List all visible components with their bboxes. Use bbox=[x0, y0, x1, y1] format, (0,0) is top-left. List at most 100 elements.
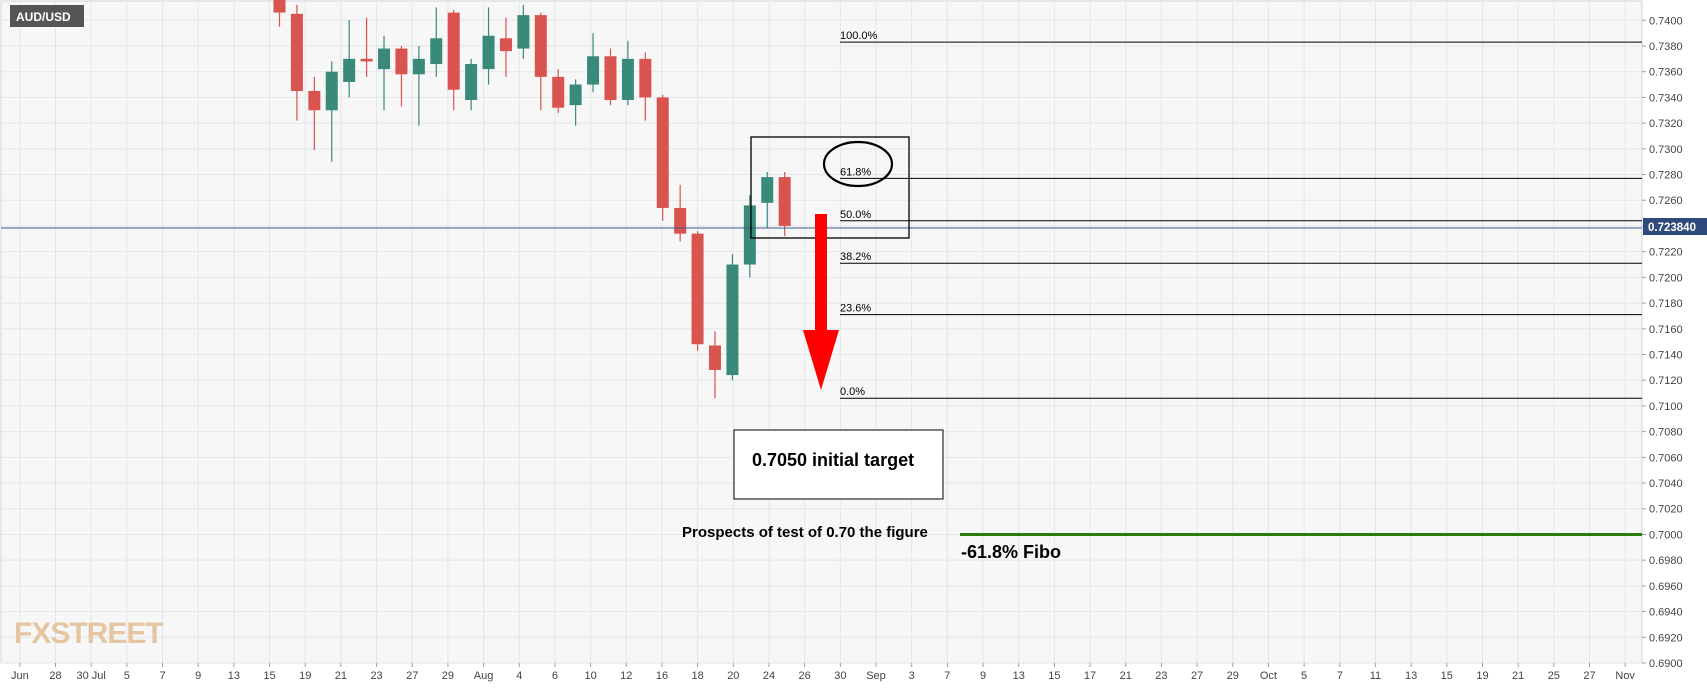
x-tick-label: 27 bbox=[1191, 670, 1203, 682]
candle-body bbox=[343, 58, 356, 82]
x-tick-label: 7 bbox=[159, 670, 165, 682]
x-tick-label: 5 bbox=[124, 670, 130, 682]
candle-body bbox=[499, 38, 512, 52]
x-tick-label: 29 bbox=[442, 670, 454, 682]
fibonacci-levels: 100.0% 61.8% 50.0% 38.2% 23.6% 0.0% bbox=[840, 30, 1642, 399]
x-tick-label: 17 bbox=[1084, 670, 1096, 682]
x-tick-label: 13 bbox=[1013, 670, 1025, 682]
x-tick-label: 13 bbox=[1405, 670, 1417, 682]
x-tick-label: Jun bbox=[11, 670, 29, 682]
x-tick-label: 28 bbox=[49, 670, 61, 682]
fibo-61-8-circle bbox=[822, 140, 894, 188]
y-tick-label: 0.7300 bbox=[1649, 144, 1683, 156]
x-tick-label: 10 bbox=[584, 670, 596, 682]
x-tick-label: 24 bbox=[763, 670, 775, 682]
x-tick-label: 16 bbox=[656, 670, 668, 682]
x-tick-label: 19 bbox=[1476, 670, 1488, 682]
x-tick-label: 7 bbox=[944, 670, 950, 682]
x-tick-label: 25 bbox=[1548, 670, 1560, 682]
candle-body bbox=[308, 90, 321, 111]
y-tick-label: 0.6900 bbox=[1649, 658, 1683, 670]
x-tick-label: Aug bbox=[474, 670, 494, 682]
candle-body bbox=[325, 71, 338, 111]
time-axis: Jun 28 30 Jul 5 7 9 13 15 19 21 23 27 29 Aug 4 6 10 12 16 1… bbox=[11, 663, 1635, 682]
x-tick-label: 13 bbox=[228, 670, 240, 682]
candle-body bbox=[778, 177, 791, 226]
x-tick-label: 27 bbox=[1583, 670, 1595, 682]
x-tick-label: 5 bbox=[1301, 670, 1307, 682]
y-tick-label: 0.7340 bbox=[1649, 92, 1683, 104]
candle-body bbox=[447, 12, 460, 90]
x-tick-label: 15 bbox=[263, 670, 275, 682]
candle-body bbox=[465, 63, 478, 100]
y-tick-label: 0.7080 bbox=[1649, 427, 1683, 439]
candle-body bbox=[639, 58, 652, 98]
fibo-highlight-box bbox=[750, 136, 910, 239]
y-tick-label: 0.7220 bbox=[1649, 247, 1683, 259]
y-tick-label: 0.7100 bbox=[1649, 401, 1683, 413]
candle-body bbox=[674, 207, 687, 234]
candle-body bbox=[691, 233, 704, 345]
x-tick-label: Oct bbox=[1260, 670, 1277, 682]
y-tick-label: 0.6940 bbox=[1649, 607, 1683, 619]
x-tick-label: 29 bbox=[1227, 670, 1239, 682]
candle-body bbox=[621, 58, 634, 100]
x-tick-label: 21 bbox=[335, 670, 347, 682]
candle-body bbox=[517, 15, 530, 49]
y-tick-label: 0.7000 bbox=[1649, 529, 1683, 541]
instrument-label-box bbox=[10, 5, 84, 27]
x-tick-label: 9 bbox=[980, 670, 986, 682]
x-tick-label: 27 bbox=[406, 670, 418, 682]
x-tick-label: Nov bbox=[1615, 670, 1635, 682]
x-tick-label: 15 bbox=[1441, 670, 1453, 682]
candle-body bbox=[430, 38, 443, 64]
fib-label: 50.0% bbox=[840, 209, 871, 221]
y-tick-label: 0.6980 bbox=[1649, 555, 1683, 567]
y-tick-label: 0.7260 bbox=[1649, 195, 1683, 207]
y-tick-label: 0.7360 bbox=[1649, 67, 1683, 79]
candle-body bbox=[290, 13, 303, 91]
candles bbox=[273, 0, 791, 399]
x-tick-label: 21 bbox=[1120, 670, 1132, 682]
x-tick-label: 21 bbox=[1512, 670, 1524, 682]
candle-body bbox=[604, 56, 617, 100]
candle-body bbox=[709, 345, 721, 370]
x-tick-label: 30 Jul bbox=[77, 670, 106, 682]
candle-body bbox=[395, 48, 408, 75]
fxstreet-watermark: FXSTREET bbox=[14, 617, 163, 650]
x-tick-label: 20 bbox=[727, 670, 739, 682]
candle-body bbox=[587, 56, 600, 85]
x-tick-label: 18 bbox=[692, 670, 704, 682]
y-tick-label: 0.7040 bbox=[1649, 478, 1683, 490]
candle-body bbox=[482, 35, 495, 70]
x-tick-label: 7 bbox=[1337, 670, 1343, 682]
fib-label: 38.2% bbox=[840, 251, 871, 263]
instrument-label: AUD/USD bbox=[16, 10, 71, 24]
y-tick-label: 0.7140 bbox=[1649, 349, 1683, 361]
x-tick-label: 15 bbox=[1048, 670, 1060, 682]
fib-label: 100.0% bbox=[840, 30, 878, 42]
x-tick-label: 26 bbox=[799, 670, 811, 682]
fibo-extension-annotation: -61.8% Fibo bbox=[961, 542, 1061, 562]
y-tick-label: 0.7180 bbox=[1649, 298, 1683, 310]
x-tick-label: 12 bbox=[620, 670, 632, 682]
candle-body bbox=[534, 15, 547, 77]
y-tick-label: 0.6960 bbox=[1649, 581, 1683, 593]
x-tick-label: 19 bbox=[299, 670, 311, 682]
y-tick-label: 0.7320 bbox=[1649, 118, 1683, 130]
x-tick-label: 9 bbox=[195, 670, 201, 682]
y-tick-label: 0.7160 bbox=[1649, 324, 1683, 336]
y-tick-label: 0.7400 bbox=[1649, 15, 1683, 27]
candle-body bbox=[552, 76, 565, 108]
current-price-tag bbox=[1643, 218, 1707, 235]
y-tick-label: 0.7020 bbox=[1649, 504, 1683, 516]
y-tick-label: 0.7380 bbox=[1649, 41, 1683, 53]
candle-body bbox=[726, 264, 739, 376]
x-tick-label: 23 bbox=[370, 670, 382, 682]
candle-body bbox=[378, 48, 391, 70]
fib-label: 23.6% bbox=[840, 303, 871, 315]
x-tick-label: 3 bbox=[909, 670, 915, 682]
candle-body bbox=[569, 84, 582, 106]
y-tick-label: 0.6920 bbox=[1649, 632, 1683, 644]
